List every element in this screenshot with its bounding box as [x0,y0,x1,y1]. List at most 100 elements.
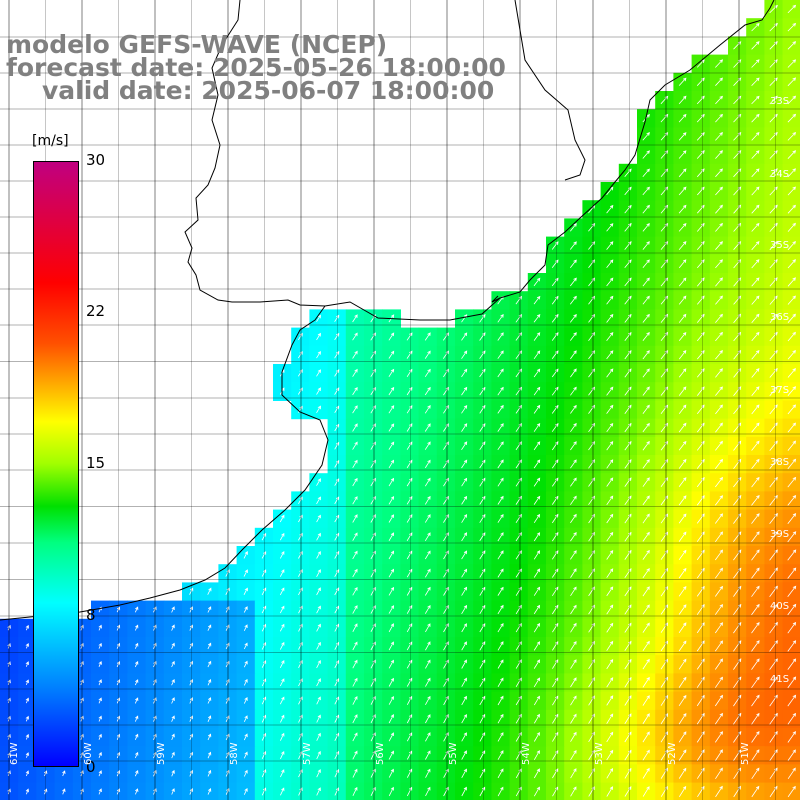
wind-arrow [443,695,449,706]
wind-arrow [515,604,522,615]
wind-cell [709,54,729,74]
wind-cell [345,509,365,529]
wind-arrow [642,786,650,797]
wind-arrow [642,695,650,706]
wind-cell [764,546,784,565]
wind-cell [345,400,365,420]
wind-cell [309,582,329,602]
wind-cell [564,527,583,547]
wind-arrow [624,786,632,797]
wind-cell [309,655,329,674]
wind-arrow [479,659,486,669]
wind-arrow [279,605,285,614]
wind-cell [491,728,511,747]
wind-cell [473,327,492,347]
wind-arrow [606,241,614,250]
wind-cell [655,400,674,420]
wind-arrow [533,568,541,578]
wind-arrow [189,642,193,649]
wind-arrow [279,623,285,632]
wind-cell [473,600,492,620]
wind-cell [655,236,674,256]
wind-cell [746,600,765,620]
wind-arrow [98,733,102,740]
wind-arrow [769,494,778,506]
wind-arrow [751,23,760,32]
wind-cell [309,473,329,492]
wind-cell [455,582,474,602]
wind-arrow [696,386,705,396]
wind-arrow [570,568,577,578]
wind-arrow [425,732,431,742]
wind-arrow [261,732,267,741]
wind-cell [600,709,620,729]
wind-cell [473,400,492,420]
wind-arrow [533,586,541,596]
wind-arrow [370,677,376,687]
wind-arrow [352,714,358,724]
wind-arrow [787,59,797,68]
wind-cell [728,109,747,128]
wind-arrow [769,77,778,86]
wind-arrow [424,350,431,359]
wind-arrow [189,788,193,795]
wind-cell [345,709,365,729]
wind-cell [509,673,529,693]
wind-cell [455,418,474,438]
wind-arrow [533,513,541,524]
wind-cell [345,382,365,401]
wind-arrow [189,660,193,668]
wind-cell [254,746,274,765]
wind-arrow [207,678,212,686]
wind-arrow [624,658,632,670]
wind-cell [546,400,565,420]
wind-cell [473,746,492,765]
wind-arrow [570,459,577,469]
wind-arrow [769,422,778,433]
wind-cell [418,728,438,747]
wind-arrow [189,715,193,722]
wind-arrow [624,241,632,250]
wind-arrow [171,733,175,741]
wind-cell [400,509,420,529]
wind-arrow [787,749,796,761]
wind-arrow [715,150,723,159]
wind-arrow [406,604,413,614]
wind-arrow [715,368,723,378]
wind-cell [564,509,583,529]
wind-arrow [425,786,431,797]
wind-cell [327,600,347,620]
wind-arrow [696,513,705,524]
wind-arrow [243,697,248,704]
wind-arrow [243,769,248,777]
wind-arrow [98,770,102,777]
wind-cell [527,564,547,583]
wind-cell [655,218,674,238]
wind-arrow [334,587,340,596]
wind-cell [564,273,583,292]
wind-cell [637,309,656,329]
wind-cell [655,309,674,329]
wind-cell [491,655,511,674]
wind-arrow [678,295,687,305]
wind-cell [455,637,474,656]
wind-arrow [715,313,723,323]
wind-arrow [715,295,723,305]
wind-arrow [570,368,577,378]
wind-cell [618,746,638,765]
wind-cell [418,637,438,656]
wind-cell [600,218,620,238]
wind-cell [673,655,693,674]
wind-arrow [642,259,650,269]
wind-arrow [751,331,760,342]
wind-arrow [678,694,687,707]
wind-cell [309,709,329,729]
wind-cell [163,637,183,656]
wind-cell [691,673,711,693]
wind-arrow [424,368,431,378]
wind-arrow [787,277,796,287]
wind-arrow [388,423,395,432]
wind-arrow [769,222,778,232]
wind-arrow [751,731,760,743]
wind-cell [546,546,565,565]
